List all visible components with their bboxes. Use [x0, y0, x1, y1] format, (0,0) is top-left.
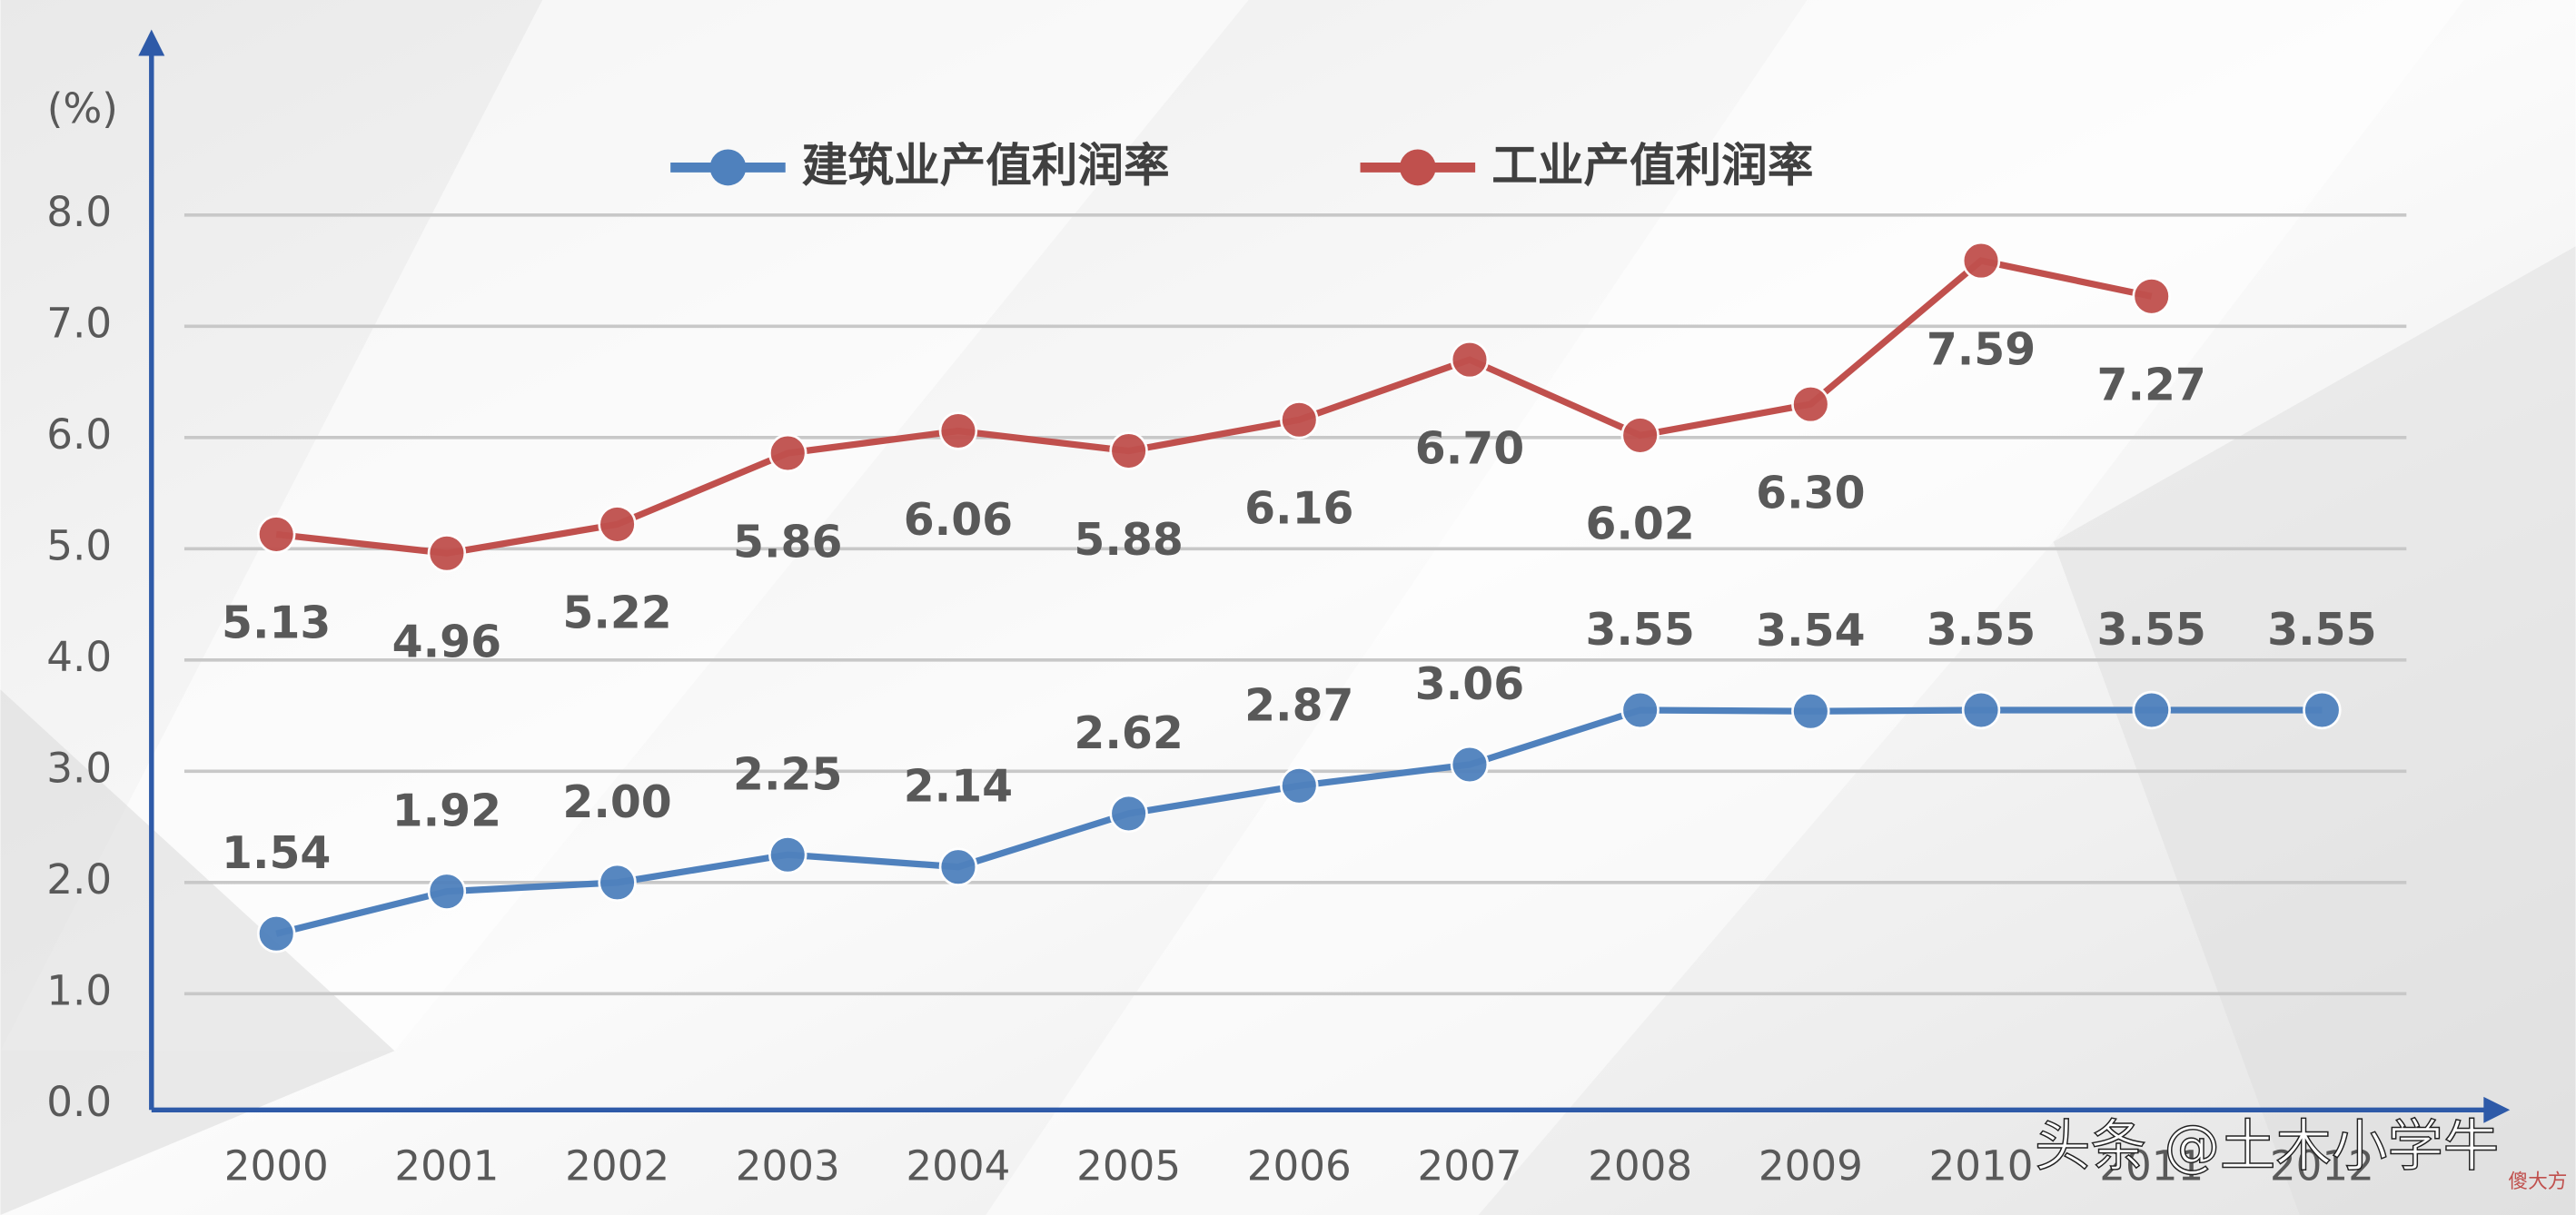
data-label: 7.59	[1927, 323, 2036, 375]
point	[1620, 690, 1660, 730]
point	[1961, 241, 2001, 281]
point	[427, 872, 467, 911]
data-label: 2.00	[562, 776, 671, 828]
point	[256, 914, 296, 953]
x-tick-label: 2005	[1076, 1141, 1181, 1190]
data-label: 1.54	[222, 827, 331, 879]
x-tick-label: 2009	[1759, 1141, 1863, 1190]
y-tick-label: 8.0	[46, 188, 112, 236]
x-tick-label: 2010	[1929, 1141, 2034, 1190]
x-tick-label: 2006	[1247, 1141, 1352, 1190]
point	[1791, 384, 1830, 424]
y-tick-label: 7.0	[46, 299, 112, 347]
series-line	[275, 257, 2153, 557]
data-label: 3.06	[1415, 658, 1524, 710]
data-label: 3.54	[1756, 605, 1865, 657]
x-tick-label: 2004	[906, 1141, 1010, 1190]
legend-label: 建筑业产值利润率	[802, 139, 1170, 193]
point	[938, 847, 978, 886]
data-label: 5.88	[1074, 514, 1183, 566]
watermark-small: 傻大方	[2508, 1171, 2567, 1193]
data-label: 2.14	[904, 761, 1013, 813]
point	[1109, 794, 1148, 834]
data-label: 5.13	[222, 598, 331, 649]
point	[1109, 431, 1148, 470]
point	[768, 433, 807, 473]
data-label: 6.16	[1244, 483, 1353, 535]
y-axis-arrow	[138, 29, 165, 56]
point	[427, 534, 467, 573]
x-tick-label: 2000	[224, 1141, 329, 1190]
y-tick-label: 6.0	[46, 410, 112, 459]
point	[256, 515, 296, 554]
x-tick-label: 2002	[565, 1141, 669, 1190]
y-axis-label: (%)	[47, 84, 118, 133]
watermark: 头条 @土木小学牛	[2035, 1114, 2499, 1179]
data-label: 5.86	[733, 516, 842, 568]
point	[1450, 340, 1490, 380]
bg-shape	[2053, 246, 2576, 1215]
y-tick-label: 5.0	[46, 521, 112, 569]
y-tick-label: 2.0	[46, 855, 112, 904]
point	[1450, 745, 1490, 785]
legend-marker	[1399, 149, 1436, 186]
point	[1280, 766, 1319, 805]
x-axis-arrow	[2483, 1096, 2511, 1123]
point	[598, 863, 637, 903]
x-tick-label: 2008	[1588, 1141, 1692, 1190]
point	[1961, 690, 2001, 730]
bg-shape	[986, 0, 2464, 1215]
x-tick-label: 2001	[394, 1141, 499, 1190]
point	[938, 411, 978, 450]
data-label: 2.62	[1074, 707, 1183, 759]
legend-marker	[709, 149, 747, 186]
data-label: 6.70	[1415, 422, 1524, 474]
data-label: 7.27	[2097, 360, 2206, 411]
data-label: 6.30	[1756, 467, 1865, 519]
bg-shape	[0, 689, 395, 1215]
point	[2303, 690, 2342, 730]
data-label: 3.55	[2097, 604, 2206, 656]
point	[1280, 400, 1319, 440]
x-tick-label: 2011	[2099, 1141, 2204, 1190]
point	[598, 505, 637, 544]
data-label: 4.96	[392, 617, 501, 668]
legend: 建筑业产值利润率 工业产值利润率	[670, 139, 1813, 193]
y-tick-label: 4.0	[46, 633, 112, 681]
point	[1791, 691, 1830, 731]
data-label: 3.55	[1585, 604, 1694, 656]
x-tick-label: 2003	[736, 1141, 840, 1190]
data-label: 1.92	[392, 785, 501, 837]
x-tick-label: 2007	[1417, 1141, 1521, 1190]
data-label: 2.25	[733, 748, 842, 800]
y-tick-label: 0.0	[46, 1078, 112, 1126]
point	[2132, 277, 2171, 316]
legend-label: 工业产值利润率	[1491, 139, 1813, 193]
data-label: 6.06	[904, 494, 1013, 546]
y-tick-label: 3.0	[46, 744, 112, 792]
point	[2132, 690, 2171, 730]
data-label: 5.22	[562, 588, 671, 639]
y-tick-label: 1.0	[46, 966, 112, 1014]
x-tick-label: 2012	[2270, 1141, 2374, 1190]
point	[1620, 416, 1660, 455]
data-label: 6.02	[1585, 499, 1694, 550]
data-label: 2.87	[1244, 679, 1353, 731]
point	[768, 835, 807, 874]
data-label: 3.55	[1927, 604, 2036, 656]
data-label: 3.55	[2267, 604, 2376, 656]
